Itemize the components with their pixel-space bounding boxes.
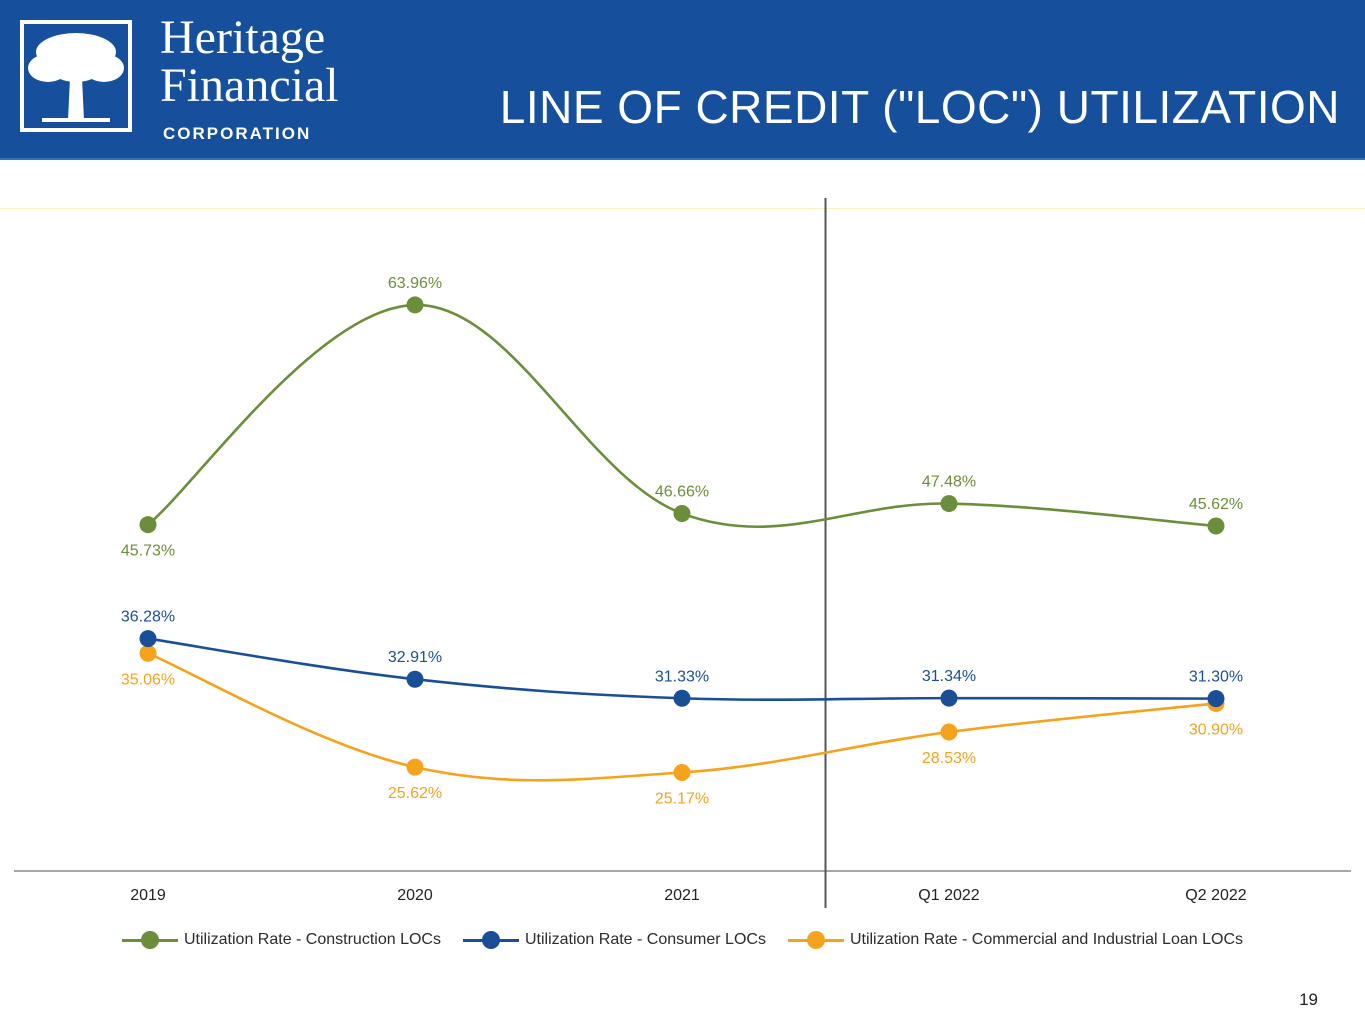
legend-label-commercial: Utilization Rate - Commercial and Indust… — [849, 931, 1243, 948]
legend-item-construction: Utilization Rate - Construction LOCs — [121, 930, 441, 950]
logo-text-heritage: Heritage — [160, 11, 326, 64]
page-number: 19 — [1299, 990, 1318, 1009]
data-label-consumer: 31.30% — [1189, 669, 1243, 686]
line-chart: 2019 2020 2021 Q1 2022 Q2 2022 45.73% 63.96% 46… — [14, 198, 1351, 908]
data-point-construction — [406, 296, 424, 314]
data-label-consumer: 31.33% — [655, 668, 709, 685]
data-label-consumer: 36.28% — [121, 609, 175, 626]
x-tick-label: 2019 — [130, 887, 166, 904]
legend-marker-construction — [121, 930, 178, 950]
legend-marker-consumer — [462, 930, 519, 950]
data-label-commercial: 35.06% — [121, 671, 175, 688]
legend-item-commercial: Utilization Rate - Commercial and Indust… — [787, 930, 1243, 950]
data-point-commercial — [139, 644, 157, 662]
data-label-commercial: 30.90% — [1189, 721, 1243, 738]
page-title: LINE OF CREDIT ("LOC") UTILIZATION — [499, 81, 1340, 133]
data-label-commercial: 25.62% — [388, 785, 442, 802]
data-label-consumer: 32.91% — [388, 649, 442, 666]
data-point-commercial — [940, 723, 958, 741]
data-point-consumer — [1207, 690, 1225, 708]
series-line-construction — [147, 303, 1217, 529]
data-label-construction: 63.96% — [388, 275, 442, 292]
data-point-construction — [940, 495, 958, 513]
data-point-construction — [1207, 517, 1225, 535]
data-point-construction — [673, 504, 691, 522]
x-tick-label: Q2 2022 — [1185, 887, 1246, 904]
chart-legend: Utilization Rate - Construction LOCs Uti… — [0, 928, 1365, 952]
data-point-commercial — [673, 764, 691, 782]
data-point-commercial — [406, 758, 424, 776]
data-point-consumer — [673, 689, 691, 707]
header-banner: Heritage Financial CORPORATION LINE OF C… — [0, 0, 1365, 160]
data-label-consumer: 31.34% — [922, 668, 976, 685]
legend-marker-commercial — [787, 930, 844, 950]
data-label-construction: 47.48% — [922, 474, 976, 491]
data-point-consumer — [406, 670, 424, 688]
legend-label-consumer: Utilization Rate - Consumer LOCs — [524, 931, 766, 948]
data-point-construction — [139, 516, 157, 534]
data-point-consumer — [940, 689, 958, 707]
data-label-construction: 46.66% — [655, 483, 709, 500]
data-label-construction: 45.73% — [121, 543, 175, 560]
legend-label-construction: Utilization Rate - Construction LOCs — [183, 931, 441, 948]
legend-item-consumer: Utilization Rate - Consumer LOCs — [462, 930, 766, 950]
data-point-consumer — [139, 630, 157, 648]
data-label-commercial: 28.53% — [922, 750, 976, 767]
logo-text-financial: Financial — [160, 59, 339, 112]
x-tick-label: 2021 — [664, 887, 700, 904]
company-logo: Heritage Financial CORPORATION — [160, 14, 339, 144]
x-tick-label: Q1 2022 — [918, 887, 979, 904]
data-label-construction: 45.62% — [1189, 496, 1243, 513]
data-label-commercial: 25.17% — [655, 791, 709, 808]
tree-logo-icon — [20, 20, 132, 132]
logo-text-corporation: CORPORATION — [163, 124, 312, 143]
x-tick-label: 2020 — [397, 887, 433, 904]
top-divider — [0, 208, 1365, 209]
